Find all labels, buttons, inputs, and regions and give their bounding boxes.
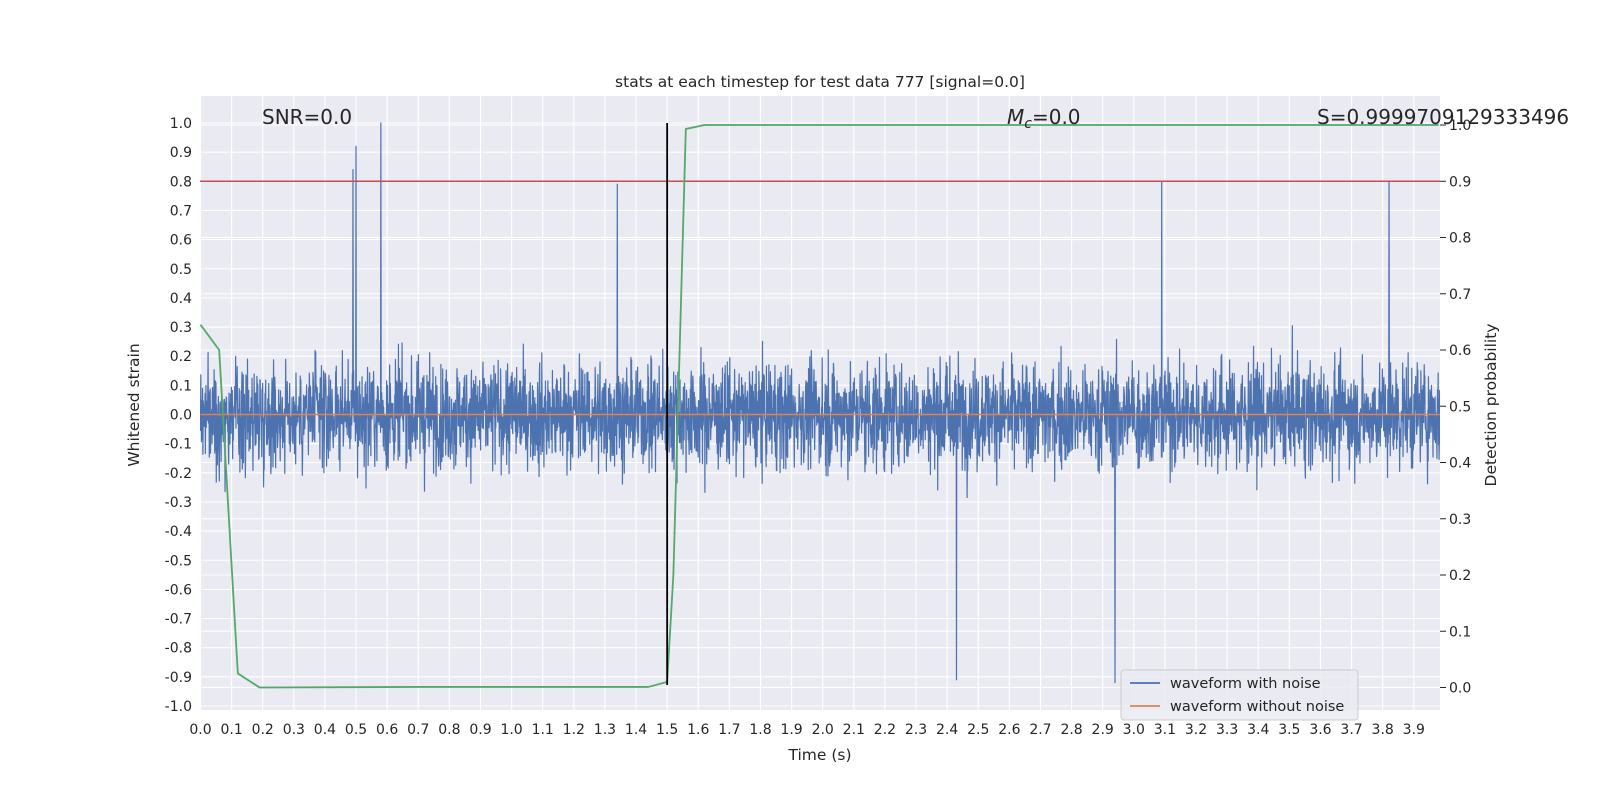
x-tick-label: 0.2 [252, 722, 274, 738]
detection-probability-line [200, 124, 1439, 689]
y-tick-label: 0.8 [170, 174, 192, 190]
chirp-mass-annotation: Mc=0.0 [1007, 105, 1081, 132]
y-tick-label: -0.1 [165, 437, 192, 453]
chirp-mass-subscript: c [1024, 116, 1032, 132]
x-tick-label: 3.2 [1185, 722, 1207, 738]
x-tick-label: 0.3 [283, 722, 305, 738]
x-tick-label: 0.0 [189, 722, 211, 738]
x-tick-label: 2.0 [812, 722, 834, 738]
y-tick-label: 0.1 [170, 378, 192, 394]
y2-tick-label: 0.1 [1449, 624, 1471, 640]
y-tick-label: -0.9 [165, 670, 192, 686]
y-tick-label: 0.0 [170, 408, 192, 424]
x-tick-label: 2.6 [998, 722, 1020, 738]
y2-tick-label: 0.9 [1449, 174, 1471, 190]
x-tick-label: 1.9 [780, 722, 802, 738]
x-tick-label: 3.0 [1123, 722, 1145, 738]
x-tick-label: 0.8 [438, 722, 460, 738]
y-tick-label: 0.4 [170, 291, 192, 307]
x-tick-label: 3.5 [1278, 722, 1300, 738]
x-tick-label: 2.2 [874, 722, 896, 738]
x-tick-label: 0.1 [220, 722, 242, 738]
x-tick-label: 2.9 [1092, 722, 1114, 738]
x-tick-label: 0.9 [469, 722, 491, 738]
y-tick-label: 0.6 [170, 233, 192, 249]
chart-title: stats at each timestep for test data 777… [615, 73, 1025, 91]
y-tick-label: 1.0 [170, 116, 192, 132]
chirp-mass-symbol: M [1007, 105, 1024, 129]
y-tick-label: 0.2 [170, 349, 192, 365]
y-tick-label: -1.0 [165, 699, 192, 715]
snr-annotation: SNR=0.0 [262, 105, 352, 129]
y2-tick-label: 0.7 [1449, 287, 1471, 303]
y-tick-label: -0.6 [165, 582, 192, 598]
x-tick-label: 3.4 [1247, 722, 1269, 738]
x-tick-label: 1.2 [563, 722, 585, 738]
y-tick-label: 0.5 [170, 262, 192, 278]
y-tick-label: -0.2 [165, 466, 192, 482]
x-tick-label: 1.1 [532, 722, 554, 738]
x-tick-label: 3.7 [1340, 722, 1362, 738]
y2-tick-label: 0.5 [1449, 399, 1471, 415]
y2-tick-label: 1.0 [1449, 118, 1471, 134]
y-axis-label: Whitened strain [125, 343, 143, 466]
y-tick-label: -0.3 [165, 495, 192, 511]
waveform-with-noise-line [200, 122, 1440, 684]
x-tick-label: 2.1 [843, 722, 865, 738]
x-tick-label: 2.5 [967, 722, 989, 738]
y-tick-label: 0.3 [170, 320, 192, 336]
x-tick-label: 2.4 [936, 722, 958, 738]
x-tick-label: 3.6 [1309, 722, 1331, 738]
y-axis-ticks: 1.0 0.9 0.8 0.7 0.6 0.5 0.4 0.3 0.2 0.1 0.0 -0.1 -0.… [165, 116, 192, 715]
x-tick-label: 2.7 [1029, 722, 1051, 738]
x-tick-label: 1.4 [625, 722, 647, 738]
x-tick-label: 0.6 [376, 722, 398, 738]
y2-tick-label: 0.4 [1449, 456, 1471, 472]
legend-label-noise: waveform with noise [1170, 676, 1321, 692]
y2-axis-label: Detection probability [1482, 324, 1500, 487]
y2-tick-label: 0.6 [1449, 343, 1471, 359]
series-layer [200, 122, 1440, 689]
x-tick-label: 3.9 [1403, 722, 1425, 738]
y-tick-label: 0.7 [170, 203, 192, 219]
x-tick-label: 1.7 [718, 722, 740, 738]
chirp-mass-value: =0.0 [1032, 105, 1081, 129]
x-tick-label: 3.1 [1154, 722, 1176, 738]
y-tick-label: -0.7 [165, 612, 192, 628]
x-tick-label: 0.4 [314, 722, 336, 738]
y2-tick-label: 0.0 [1449, 681, 1471, 697]
x-axis-ticks: 0.0 0.1 0.2 0.3 0.4 0.5 0.6 0.7 0.8 0.9 1.0 1.1 1.2 1… [189, 722, 1425, 738]
x-tick-label: 2.8 [1060, 722, 1082, 738]
y-tick-label: -0.8 [165, 641, 192, 657]
x-tick-label: 0.7 [407, 722, 429, 738]
x-tick-label: 3.3 [1216, 722, 1238, 738]
y2-tick-label: 0.3 [1449, 512, 1471, 528]
x-tick-label: 1.3 [594, 722, 616, 738]
y2-axis-ticks: 1.0 0.9 0.8 0.7 0.6 0.5 0.4 0.3 0.2 0.1 0.0 [1440, 118, 1471, 697]
detection-score-annotation: S=0.9999709129333496 [1317, 105, 1569, 129]
x-tick-label: 1.0 [500, 722, 522, 738]
x-tick-label: 1.8 [749, 722, 771, 738]
y-tick-label: -0.4 [165, 524, 192, 540]
y2-tick-label: 0.8 [1449, 231, 1471, 247]
x-tick-label: 0.5 [345, 722, 367, 738]
x-tick-label: 1.5 [656, 722, 678, 738]
legend-box [1120, 669, 1359, 721]
legend: waveform with noise waveform without noi… [1120, 669, 1359, 721]
x-tick-label: 1.6 [687, 722, 709, 738]
y2-tick-label: 0.2 [1449, 568, 1471, 584]
legend-label-clean: waveform without noise [1170, 699, 1344, 715]
y-tick-label: -0.5 [165, 553, 192, 569]
x-tick-label: 2.3 [905, 722, 927, 738]
x-tick-label: 3.8 [1372, 722, 1394, 738]
y-tick-label: 0.9 [170, 145, 192, 161]
x-axis-label: Time (s) [787, 746, 851, 764]
